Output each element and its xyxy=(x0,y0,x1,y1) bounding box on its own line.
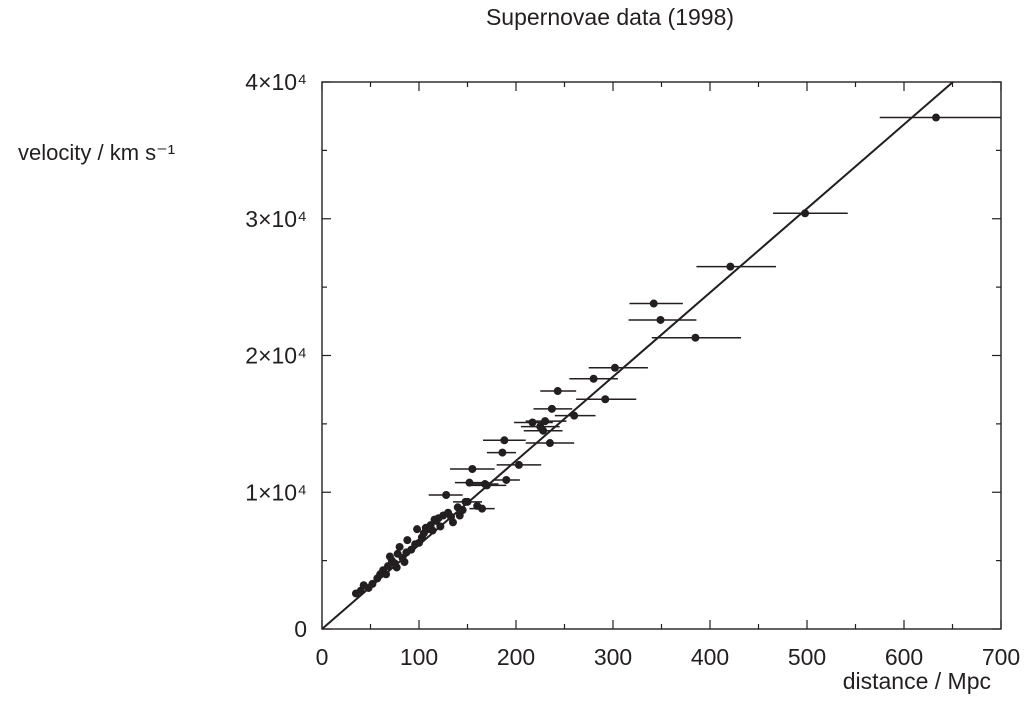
data-point xyxy=(541,417,550,426)
data-point xyxy=(482,481,491,490)
data-point xyxy=(610,363,619,372)
data-point xyxy=(601,395,610,404)
chart-title: Supernovae data (1998) xyxy=(485,4,735,30)
data-point xyxy=(436,522,445,531)
data-point xyxy=(502,475,511,484)
y-tick-labels: 0 1×10⁴ 2×10⁴ 3×10⁴ 4×10⁴ xyxy=(245,69,307,642)
data-point xyxy=(545,439,554,448)
data-point xyxy=(656,315,665,324)
x-tick-label: 0 xyxy=(316,644,329,670)
data-point xyxy=(428,526,437,535)
y-tick-label: 0 xyxy=(294,616,307,642)
data-point xyxy=(570,411,579,420)
y-tick-label: 4×10⁴ xyxy=(245,69,307,95)
data-point xyxy=(649,299,658,308)
data-point xyxy=(458,506,467,515)
data-point xyxy=(392,563,401,572)
data-point xyxy=(547,404,556,413)
data-point xyxy=(463,497,472,506)
data-point xyxy=(498,448,507,457)
fit-line xyxy=(321,81,954,630)
x-tick-label: 600 xyxy=(885,644,923,670)
y-axis-label: velocity / km s⁻¹ xyxy=(18,140,175,166)
data-point xyxy=(932,113,941,122)
data-point xyxy=(539,426,548,435)
data-point xyxy=(801,209,810,218)
y-axis-label-text: velocity / km s⁻¹ xyxy=(18,140,176,165)
x-tick-label: 200 xyxy=(497,644,535,670)
error-bars xyxy=(428,116,1001,510)
x-tick-label: 300 xyxy=(594,644,632,670)
data-point xyxy=(478,504,487,513)
data-point xyxy=(448,518,457,527)
plot-frame xyxy=(321,81,1002,630)
axis-ticks xyxy=(321,81,1002,630)
y-tick-label: 1×10⁴ xyxy=(245,479,307,505)
x-tick-labels: 0 100 200 300 400 500 600 700 xyxy=(316,644,1021,670)
x-tick-label: 500 xyxy=(788,644,826,670)
data-point xyxy=(413,525,422,534)
data-point xyxy=(403,536,412,545)
data-point xyxy=(395,542,404,551)
data-point xyxy=(726,262,735,271)
data-point xyxy=(368,579,377,588)
data-point xyxy=(468,465,477,474)
data-point xyxy=(528,418,537,427)
data-point xyxy=(500,436,509,445)
data-point xyxy=(691,333,700,342)
data-point xyxy=(382,570,391,579)
x-tick-label: 400 xyxy=(691,644,729,670)
y-tick-label: 3×10⁴ xyxy=(245,206,307,232)
data-point xyxy=(553,387,562,396)
x-axis-label: distance / Mpc xyxy=(842,668,991,694)
x-tick-label: 100 xyxy=(400,644,438,670)
data-point xyxy=(465,478,474,487)
y-tick-label: 2×10⁴ xyxy=(245,343,307,369)
data-point xyxy=(400,557,409,566)
data-point xyxy=(442,490,451,499)
data-point xyxy=(589,374,598,383)
data-points xyxy=(351,113,941,598)
x-tick-label: 700 xyxy=(982,644,1020,670)
data-point xyxy=(514,460,523,469)
